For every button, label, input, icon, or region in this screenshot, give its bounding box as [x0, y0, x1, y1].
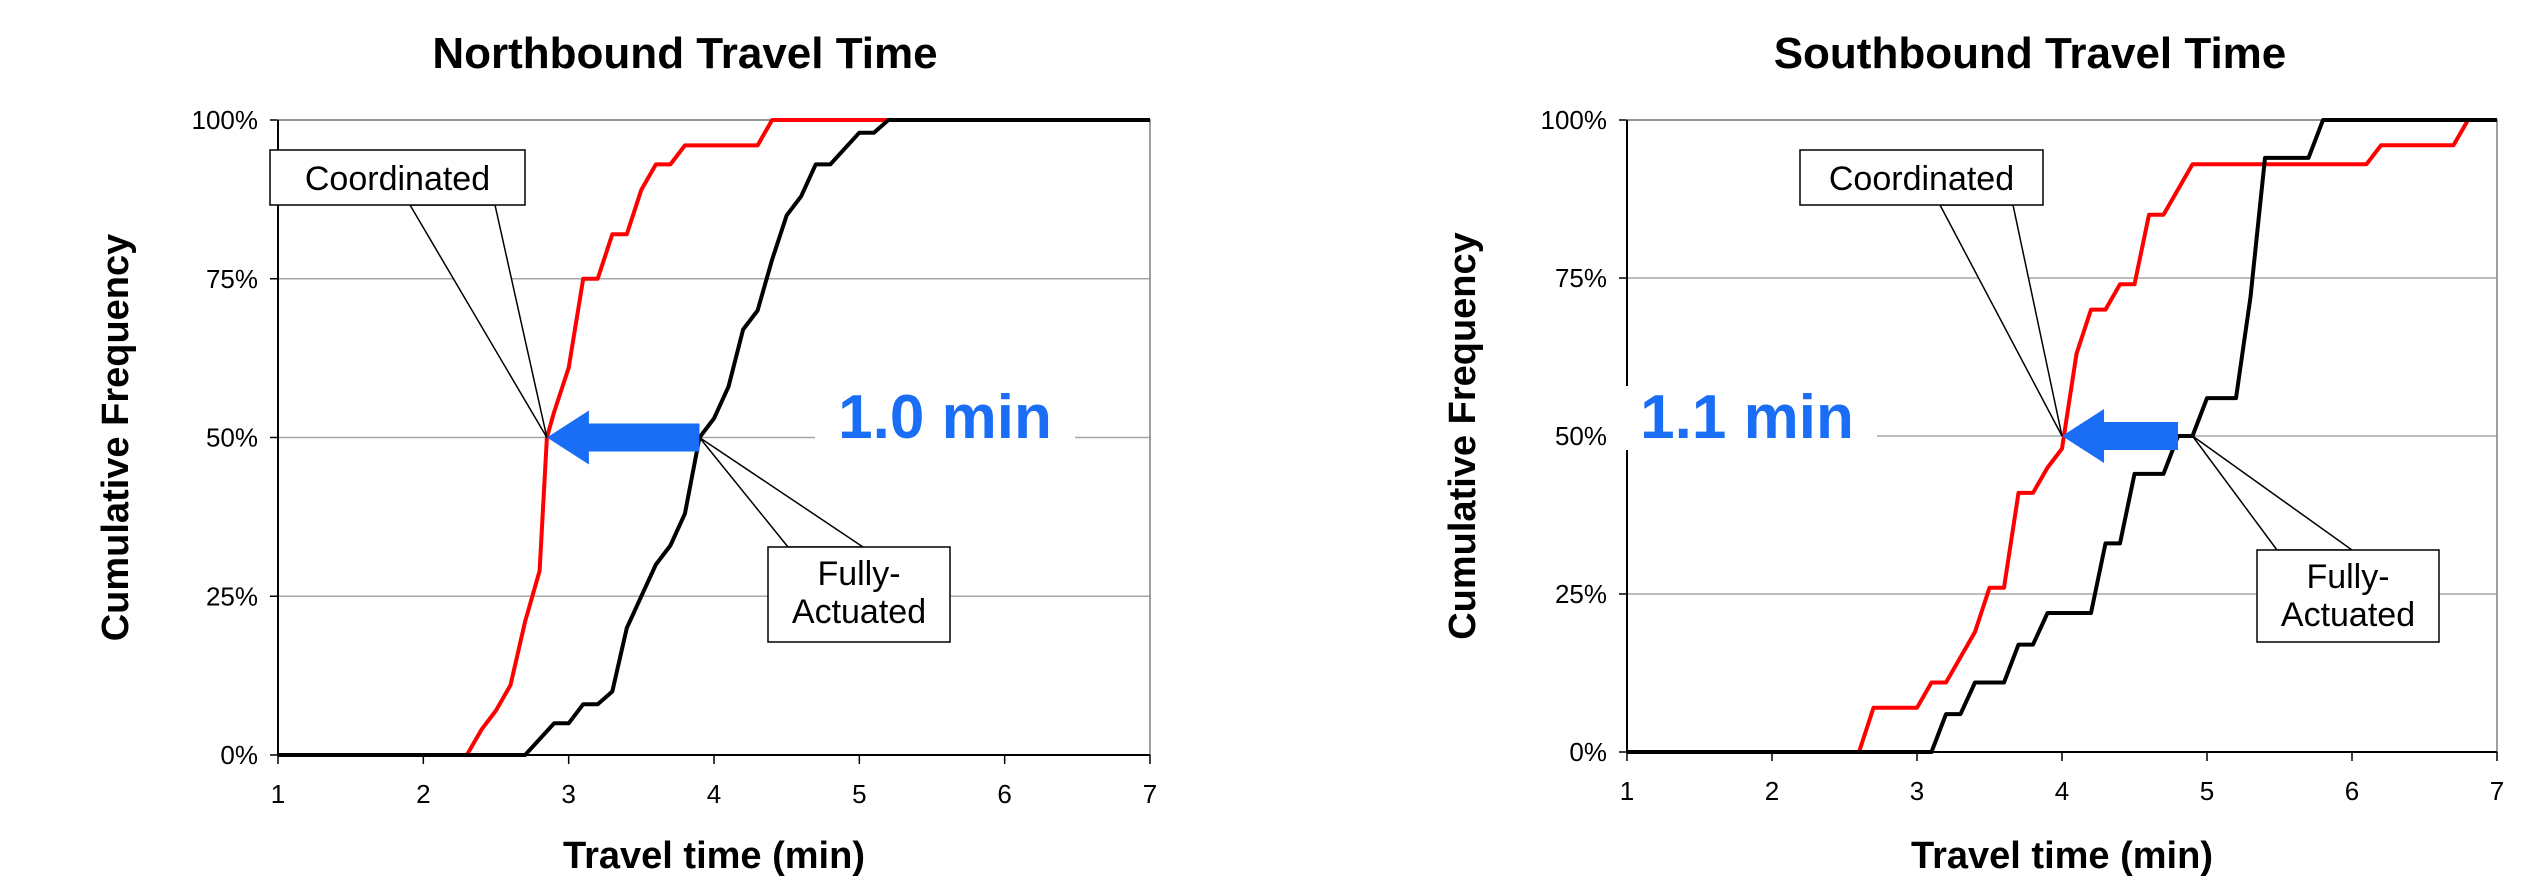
y-tick-label: 25% — [1555, 579, 1607, 609]
x-tick-label: 1 — [1620, 776, 1634, 806]
y-tick-label: 100% — [192, 105, 259, 135]
x-tick-label: 3 — [561, 779, 575, 809]
callout-pointer — [1938, 204, 2063, 437]
y-axis-title: Cumulative Frequency — [95, 234, 137, 642]
y-tick-label: 50% — [206, 423, 258, 453]
series-line-fully-actuated — [278, 118, 1150, 757]
annotation-bg — [1617, 386, 1877, 450]
chart-title: Southbound Travel Time — [1774, 29, 2287, 78]
chart-northbound: Northbound Travel Time 0% 25% 50% 75% 100% 1 2 3… — [95, 29, 1157, 877]
callout-pointer — [408, 204, 548, 438]
callout-label-fully-actuated: Fully- — [817, 555, 900, 593]
x-axis-title: Travel time (min) — [563, 835, 865, 877]
y-axis-title: Cumulative Frequency — [1442, 232, 1484, 640]
callout-label-coordinated: Coordinated — [1829, 160, 2014, 198]
annotation-bg — [815, 386, 1075, 450]
x-tick-label: 3 — [1910, 776, 1924, 806]
series-line-coordinated — [278, 118, 1150, 757]
series-line-fully-actuated — [1627, 118, 2497, 754]
difference-arrow — [546, 410, 700, 465]
difference-label: 1.0 min — [838, 383, 1052, 452]
x-tick-label: 2 — [416, 779, 430, 809]
x-tick-label: 6 — [2345, 776, 2359, 806]
x-tick-label: 5 — [852, 779, 866, 809]
x-tick-label: 5 — [2200, 776, 2214, 806]
y-tick-label: 25% — [206, 581, 258, 611]
callout-box-fully-actuated — [2256, 549, 2440, 643]
callout-pointer — [698, 436, 866, 548]
callout-box-fully-actuated — [767, 546, 951, 643]
callout-label-fully-actuated: Fully- — [2306, 558, 2389, 596]
x-tick-label: 4 — [707, 779, 721, 809]
y-tick-label: 75% — [1555, 263, 1607, 293]
difference-arrow — [2062, 409, 2178, 463]
y-tick-label: 0% — [1569, 737, 1607, 767]
series-line-coordinated — [1627, 118, 2497, 754]
callout-label-coordinated: Coordinated — [305, 160, 490, 198]
callout-pointer — [2191, 435, 2355, 551]
callout-label-fully-actuated: Actuated — [2281, 596, 2415, 634]
x-tick-label: 7 — [1143, 779, 1157, 809]
callout-label-fully-actuated: Actuated — [792, 593, 926, 631]
y-tick-label: 0% — [220, 740, 258, 770]
x-tick-label: 1 — [271, 779, 285, 809]
callout-box-coordinated — [269, 149, 526, 206]
x-axis-title: Travel time (min) — [1911, 835, 2213, 877]
chart-southbound: Southbound Travel Time 0% 25% 50% 75% 100% 1 2 3… — [1442, 29, 2504, 877]
y-tick-label: 50% — [1555, 421, 1607, 451]
y-tick-label: 100% — [1541, 105, 1608, 135]
x-tick-label: 2 — [1765, 776, 1779, 806]
x-tick-label: 4 — [2055, 776, 2069, 806]
difference-label: 1.1 min — [1640, 383, 1854, 452]
x-tick-label: 6 — [997, 779, 1011, 809]
y-tick-label: 75% — [206, 264, 258, 294]
x-tick-label: 7 — [2490, 776, 2504, 806]
chart-title: Northbound Travel Time — [432, 29, 937, 78]
callout-box-coordinated — [1799, 149, 2044, 206]
